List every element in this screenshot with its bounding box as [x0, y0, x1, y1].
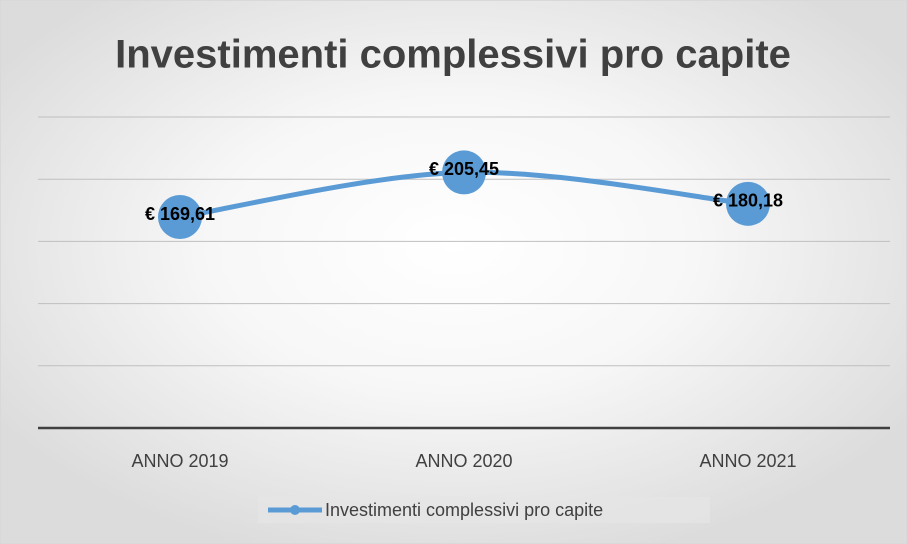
point-marker [726, 181, 770, 226]
legend: Investimenti complessivi pro capite [268, 500, 603, 520]
point-marker [158, 195, 202, 240]
legend-box [258, 497, 710, 523]
x-tick-label: ANNO 2020 [415, 451, 512, 471]
x-tick-label: ANNO 2019 [131, 451, 228, 471]
plot: € 169,61 € 205,45 € 180,18 [145, 150, 783, 240]
data-label: € 180,18 [713, 191, 783, 211]
legend-marker [290, 505, 300, 515]
data-label: € 169,61 [145, 204, 215, 224]
data-label: € 205,45 [429, 159, 499, 179]
legend-label: Investimenti complessivi pro capite [325, 500, 603, 520]
point-marker [442, 150, 486, 195]
x-tick-label: ANNO 2021 [699, 451, 796, 471]
chart-title: Investimenti complessivi pro capite [115, 33, 791, 77]
